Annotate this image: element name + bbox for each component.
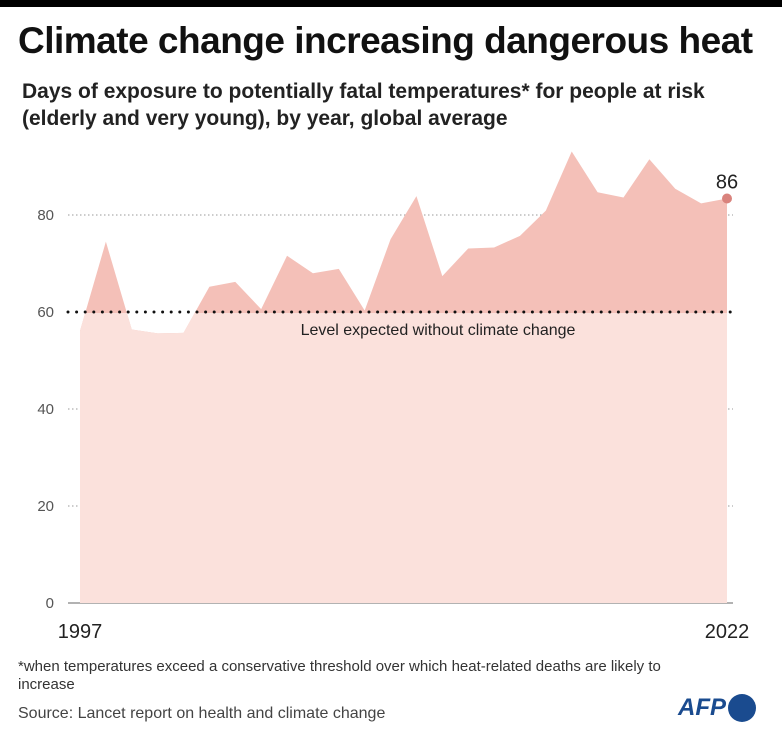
afp-logo: AFP <box>678 694 756 722</box>
end-point-dot <box>722 193 732 204</box>
x-tick-label-start: 1997 <box>58 621 103 643</box>
logo-text: AFP <box>678 694 726 721</box>
y-tick-label: 40 <box>37 401 54 418</box>
chart-subtitle: Days of exposure to potentially fatal te… <box>22 80 705 130</box>
y-tick-label: 0 <box>46 595 54 612</box>
y-tick-label: 60 <box>37 304 54 321</box>
reference-line-label: Level expected without climate change <box>301 322 576 339</box>
end-point-label: 86 <box>716 172 738 194</box>
y-tick-label: 20 <box>37 498 54 515</box>
logo-circle <box>728 694 756 722</box>
y-tick-label: 80 <box>37 207 54 224</box>
footnote: *when temperatures exceed a conservative… <box>18 658 661 693</box>
chart-title: Climate change increasing dangerous heat <box>18 20 753 61</box>
source-text: Source: Lancet report on health and clim… <box>18 705 386 722</box>
x-tick-label-end: 2022 <box>705 621 750 643</box>
top-bar <box>0 0 782 7</box>
area-below-reference <box>80 313 727 603</box>
